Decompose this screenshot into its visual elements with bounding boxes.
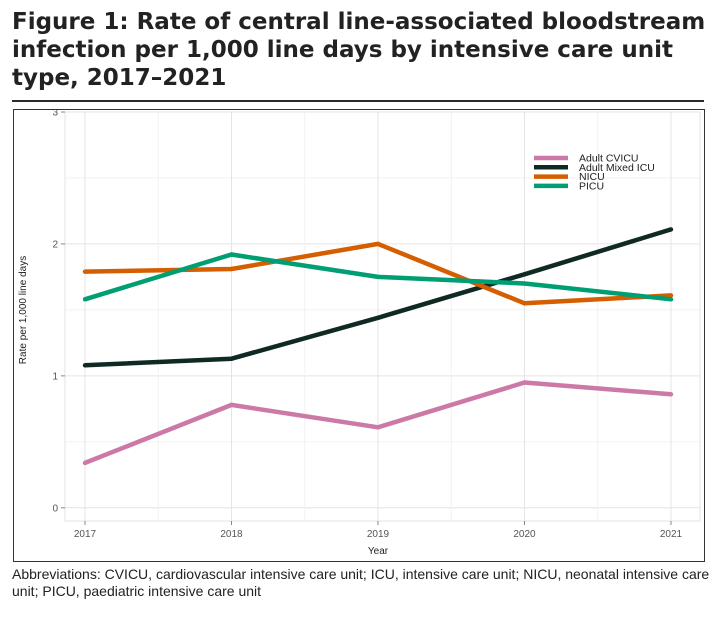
data-point-picu <box>668 297 674 302</box>
legend-label: PICU <box>579 180 604 192</box>
data-point-nicu <box>522 301 527 306</box>
x-axis-title: Year <box>368 546 389 557</box>
data-point-adult-mixed-icu <box>668 227 674 232</box>
data-point-nicu <box>229 266 234 272</box>
line-chart: 0 1 2 3 2017 2018 2019 2020 2021 Adult CVICUAdul… <box>18 110 701 557</box>
data-point-nicu <box>375 241 381 247</box>
data-point-adult-cvicu <box>668 392 674 397</box>
figure-title: Figure 1: Rate of central line-associate… <box>12 9 706 91</box>
data-point-picu <box>82 297 88 302</box>
data-point-adult-cvicu <box>229 402 234 408</box>
title-divider <box>12 100 704 102</box>
y-tick-label: 3 <box>52 110 58 119</box>
data-point-adult-cvicu <box>522 380 527 385</box>
data-point-adult-cvicu <box>82 460 88 466</box>
y-axis-title: Rate per 1,000 line days <box>18 256 29 364</box>
y-tick-label: 2 <box>52 239 58 250</box>
data-point-nicu <box>82 269 88 274</box>
chart-frame: 0 1 2 3 2017 2018 2019 2020 2021 Adult CVICU Adul… <box>13 109 705 562</box>
gridlines <box>65 111 700 521</box>
legend-label: Adult Mixed ICU <box>579 162 655 174</box>
y-tick-label: 0 <box>52 503 58 514</box>
x-tick-label: 2020 <box>513 529 536 540</box>
legend-label: NICU <box>579 171 605 183</box>
x-tick-label: 2018 <box>220 529 243 540</box>
x-tick-label: 2017 <box>74 529 97 540</box>
data-point-nicu <box>668 293 674 298</box>
legend-label: Adult CVICU <box>579 153 639 165</box>
data-point-adult-cvicu <box>375 425 381 430</box>
data-point-picu <box>375 274 381 280</box>
axis-ticks: 0 1 2 3 2017 2018 2019 2020 2021 <box>52 110 682 540</box>
x-tick-label: 2021 <box>660 529 683 540</box>
data-point-adult-mixed-icu <box>375 315 381 321</box>
abbreviations-footnote: Abbreviations: CVICU, cardiovascular int… <box>12 566 710 599</box>
data-point-picu <box>229 252 234 257</box>
data-point-adult-mixed-icu <box>229 356 234 361</box>
y-tick-label: 1 <box>52 371 58 382</box>
series-lines <box>82 227 674 466</box>
x-tick-label: 2019 <box>367 529 390 540</box>
data-point-picu <box>522 281 527 286</box>
data-point-adult-mixed-icu <box>522 272 527 277</box>
data-point-adult-mixed-icu <box>82 363 88 368</box>
